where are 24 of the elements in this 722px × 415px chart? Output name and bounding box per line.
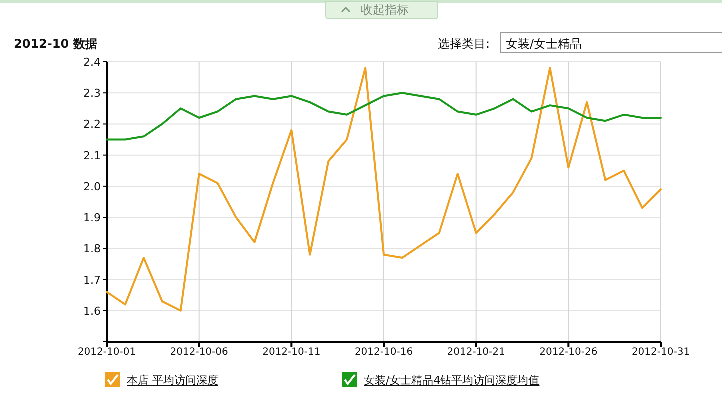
- y-tick-label: 1.8: [84, 242, 101, 256]
- y-tick-label: 2.3: [84, 87, 101, 100]
- line-series: [106, 67, 662, 312]
- x-tick-label: 2012-10-01: [78, 347, 136, 358]
- legend-label: 女装/女士精品4钻平均访问深度均值: [364, 374, 540, 387]
- text: 选择类目:: [438, 37, 490, 51]
- y-tick-label: 1.6: [84, 304, 101, 318]
- x-tick-label: 2012-10-26: [540, 347, 598, 358]
- y-tick-label: 2.4: [84, 56, 101, 69]
- y-tick-label: 1.9: [84, 212, 101, 225]
- x-tick-label: 2012-10-11: [262, 347, 321, 358]
- legend-label: 本店 平均访问深度: [127, 374, 218, 387]
- y-tick-label: 2.0: [84, 180, 101, 194]
- line-series: [106, 92, 662, 141]
- x-tick-label: 2012-10-31: [632, 347, 690, 358]
- text: 收起指标: [361, 3, 409, 17]
- y-tick-label: 1.7: [84, 274, 101, 287]
- x-tick-label: 2012-10-21: [447, 347, 506, 358]
- y-tick-label: 2.1: [84, 149, 101, 162]
- x-tick-label: 2012-10-06: [170, 347, 228, 358]
- text: 女装/女士精品: [506, 37, 582, 51]
- y-tick-label: 2.2: [84, 118, 101, 132]
- chart-title: 2012-10 数据: [14, 37, 98, 51]
- x-tick-label: 2012-10-16: [354, 347, 414, 358]
